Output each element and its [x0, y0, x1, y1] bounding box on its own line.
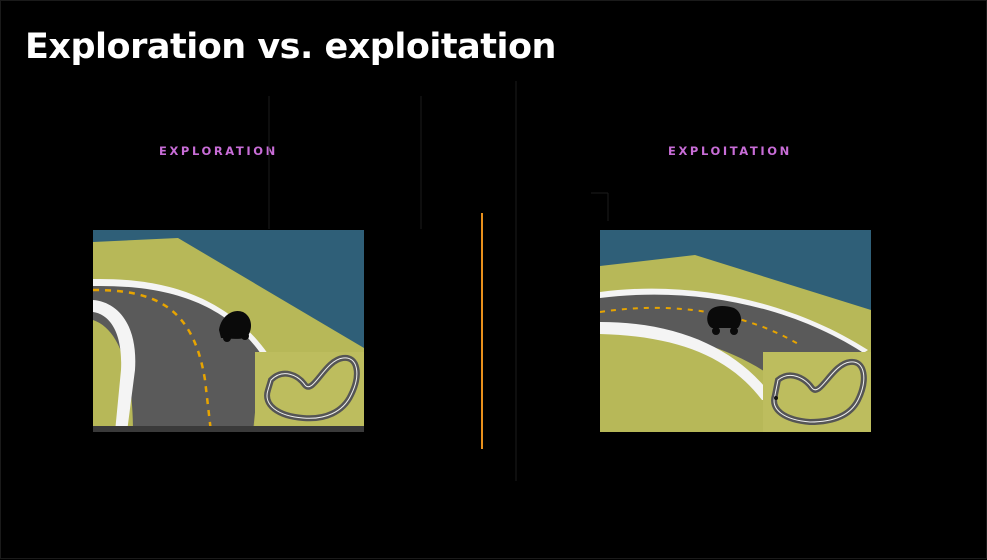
race-car-icon [219, 310, 251, 342]
track-map-icon [763, 352, 871, 432]
exploitation-simulation-view [600, 230, 871, 432]
exploitation-label: EXPLOITATION [668, 144, 792, 158]
exploration-label: EXPLORATION [159, 144, 278, 158]
track-map-icon [255, 352, 364, 428]
slide-title: Exploration vs. exploitation [25, 27, 556, 67]
center-divider [481, 213, 483, 449]
exploration-simulation-view [93, 230, 364, 432]
race-car-icon [707, 306, 742, 335]
